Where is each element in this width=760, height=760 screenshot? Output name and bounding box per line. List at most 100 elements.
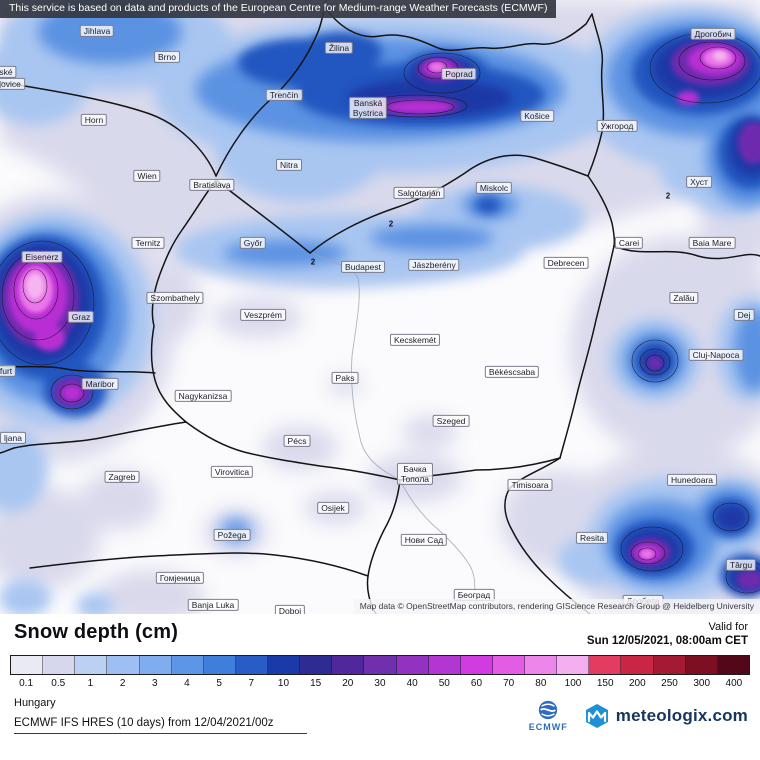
city-label: Pécs [283, 434, 311, 448]
city-label: Veszprém [240, 308, 286, 322]
city-label: Salgótarján [393, 186, 445, 200]
contour-value-label: 2 [388, 219, 394, 229]
scale-cell [139, 656, 172, 674]
valid-for-label: Valid for [708, 621, 748, 633]
legend-title: Snow depth (cm) [14, 621, 179, 643]
city-label: Požega [213, 528, 251, 542]
scale-value: 400 [725, 678, 743, 689]
city-label: jovice [0, 77, 25, 91]
city-label: Zagreb [104, 470, 140, 484]
scale-value: 3 [151, 678, 158, 689]
scale-cell [171, 656, 204, 674]
legend-panel: Snow depth (cm) Valid for Sun 12/05/2021… [0, 614, 760, 760]
scale-cell [589, 656, 622, 674]
scale-cell [107, 656, 140, 674]
scale-value: 200 [629, 678, 646, 689]
scale-value: 50 [438, 678, 450, 689]
map-attribution[interactable]: Map data © OpenStreetMap contributors, r… [353, 599, 760, 614]
city-label: Cluj-Napoca [688, 348, 744, 362]
ecmwf-notice-text: This service is based on data and produc… [9, 2, 548, 14]
city-label: furt [0, 364, 17, 378]
city-label: Brno [154, 50, 180, 64]
contour-value-label: 2 [310, 257, 316, 267]
meteologix-icon [585, 703, 608, 728]
city-label: Timisoara [507, 478, 553, 492]
scale-value: 100 [564, 678, 582, 689]
city-labels-layer: Jihlava Дрогобич Brno Žilina Poprad ské jovice… [0, 24, 757, 614]
scale-cell [557, 656, 590, 674]
city-label: Doboj [274, 604, 306, 614]
scale-cell [203, 656, 236, 674]
model-block: Hungary ECMWF IFS HRES (10 days) from 12… [14, 697, 308, 734]
city-label: Miskolc [475, 181, 513, 195]
city-label: Бачка Топола [396, 462, 434, 486]
scale-cell [11, 656, 44, 674]
branding-logos: ECMWF meteologix.com [529, 699, 748, 734]
scale-value: 4 [184, 678, 190, 689]
scale-cell [43, 656, 76, 674]
ecmwf-notice-bar: This service is based on data and produc… [0, 0, 557, 18]
scale-cell [332, 656, 365, 674]
scale-value: 80 [535, 678, 547, 689]
scale-cell [653, 656, 686, 674]
scale-value: 10 [277, 678, 290, 689]
city-label: Trenčín [265, 88, 303, 102]
city-label: Хуст [686, 175, 712, 189]
scale-cell [235, 656, 268, 674]
city-label: Békéscsaba [484, 365, 540, 379]
scale-cell [460, 656, 493, 674]
city-label: Дрогобич [690, 27, 736, 41]
forecast-map[interactable]: Jihlava Дрогобич Brno Žilina Poprad ské jovice… [0, 0, 760, 614]
city-label: Banja Luka [187, 598, 239, 612]
valid-datetime: Sun 12/05/2021, 08:00am CET [586, 635, 748, 647]
scale-value: 60 [470, 678, 483, 689]
city-label: Kecskemét [389, 333, 441, 347]
city-label: Szeged [432, 414, 470, 428]
meteologix-wordmark: meteologix.com [615, 705, 748, 725]
scale-value: 40 [406, 678, 418, 689]
city-label: Jászberény [408, 258, 460, 272]
scale-value: 70 [503, 678, 515, 689]
scale-cell [525, 656, 558, 674]
contour-value-label: 2 [665, 191, 671, 201]
city-label: Budapest [341, 260, 385, 274]
scale-value: 5 [216, 678, 222, 689]
city-label: Osijek [317, 501, 349, 515]
city-label: Ужгород [596, 119, 638, 133]
city-label: Virovitica [210, 465, 254, 479]
scale-value: 20 [342, 678, 354, 689]
ecmwf-logo[interactable]: ECMWF [529, 699, 568, 732]
city-label: Debrecen [543, 256, 589, 270]
color-scale-values: 0.1 0.5 1 2 3 4 5 7 10 15 20 30 40 50 60 70 80 100 150 200 2… [10, 678, 750, 689]
city-label: Jihlava [79, 24, 115, 38]
city-label: Nitra [276, 158, 302, 172]
meteologix-logo[interactable]: meteologix.com [584, 703, 748, 729]
scale-value: 0.1 [19, 678, 34, 689]
city-label: Horn [80, 113, 108, 127]
scale-cell [428, 656, 461, 674]
scale-cell [75, 656, 108, 674]
city-label: Wien [133, 169, 161, 183]
city-label: Žilina [324, 41, 354, 55]
scale-value: 150 [596, 678, 614, 689]
scale-cell [300, 656, 333, 674]
city-label: Bratislava [189, 178, 235, 192]
scale-value: 2 [119, 678, 126, 689]
city-label: Szombathely [146, 291, 204, 305]
city-label: Graz [67, 310, 95, 324]
city-label: Baia Mare [688, 236, 736, 250]
city-label: Târgu [725, 558, 757, 572]
scale-value: 30 [374, 678, 386, 689]
color-scale-bar [10, 655, 750, 675]
valid-block: Valid for Sun 12/05/2021, 08:00am CET [587, 621, 748, 647]
city-label: Banská Bystrica [348, 96, 388, 120]
city-label: ské [0, 65, 17, 79]
ecmwf-icon [539, 700, 558, 720]
city-label: Ternitz [131, 236, 165, 250]
city-label: Hunedoara [666, 473, 718, 487]
scale-cell [492, 656, 525, 674]
scale-cell [685, 656, 718, 674]
scale-cell [268, 656, 301, 674]
scale-cell [621, 656, 654, 674]
